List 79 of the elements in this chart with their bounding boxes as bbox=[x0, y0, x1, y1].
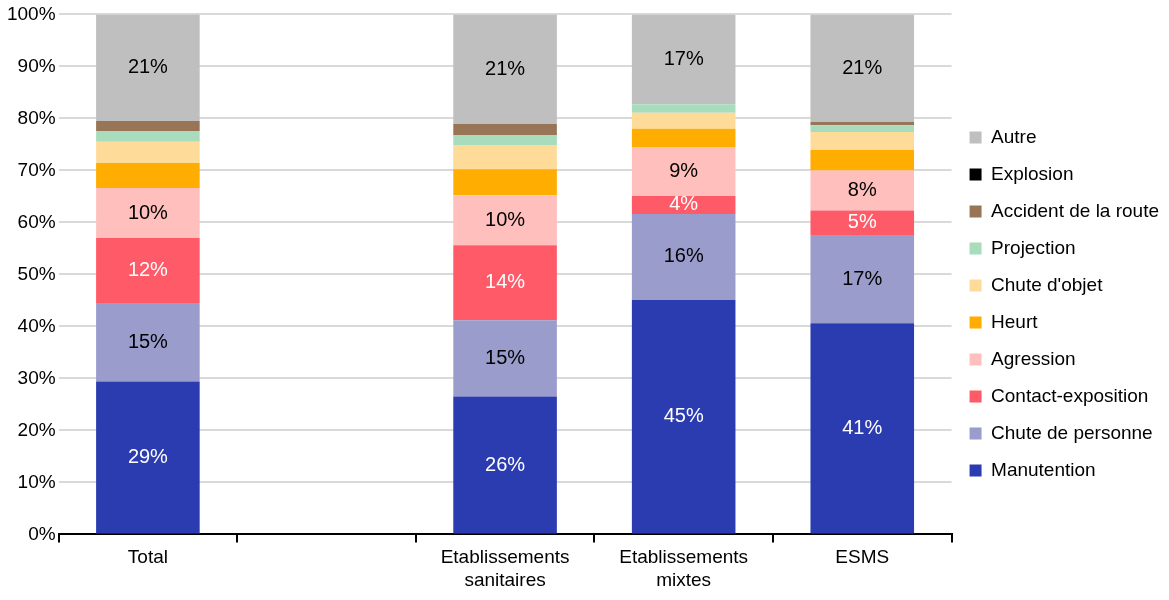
bar bbox=[810, 14, 915, 123]
data-label: 15% bbox=[485, 345, 526, 368]
bar bbox=[810, 323, 915, 534]
legend-label: Projection bbox=[991, 236, 1076, 258]
legend-label: Chute de personne bbox=[991, 421, 1153, 443]
data-label: 12% bbox=[127, 258, 169, 281]
legend-label: Heurt bbox=[991, 310, 1039, 332]
bar bbox=[810, 122, 915, 126]
data-label: 45% bbox=[663, 404, 704, 427]
data-label: 14% bbox=[485, 270, 526, 293]
bar bbox=[96, 238, 200, 303]
bar bbox=[96, 188, 200, 238]
data-label: 5% bbox=[847, 210, 877, 233]
bar bbox=[453, 195, 557, 246]
x-tick-label: Etablissements mixtes bbox=[619, 546, 749, 590]
data-label: 4% bbox=[669, 192, 699, 215]
y-tick-label: 40% bbox=[17, 314, 56, 336]
data-label: 9% bbox=[669, 158, 699, 181]
data-label: 15% bbox=[127, 329, 169, 352]
data-label: 21% bbox=[485, 56, 526, 79]
data-label: 17% bbox=[842, 266, 883, 289]
y-tick-label: 30% bbox=[17, 366, 56, 388]
data-label: 10% bbox=[485, 207, 526, 230]
data-label: 41% bbox=[842, 415, 883, 438]
bar bbox=[96, 381, 200, 534]
data-label: 17% bbox=[663, 46, 704, 69]
bar bbox=[96, 130, 200, 142]
legend-label: Agression bbox=[991, 347, 1076, 369]
bar bbox=[96, 303, 200, 382]
bar bbox=[96, 14, 200, 121]
legend-label: Accident de la route bbox=[991, 199, 1160, 221]
bar bbox=[96, 121, 200, 131]
data-label: 21% bbox=[127, 55, 169, 78]
bar bbox=[631, 299, 736, 534]
legend-label: Chute d'objet bbox=[991, 273, 1104, 295]
y-tick-label: 10% bbox=[17, 470, 56, 492]
bar bbox=[810, 150, 915, 171]
bar bbox=[631, 112, 736, 129]
bar bbox=[810, 234, 915, 324]
legend-label: Autre bbox=[991, 125, 1037, 147]
bar bbox=[631, 14, 736, 105]
data-label: 10% bbox=[127, 200, 169, 223]
x-tick-label: Etablissements sanitaires bbox=[440, 546, 570, 590]
data-label: 8% bbox=[847, 177, 877, 200]
y-tick-label: 50% bbox=[17, 262, 56, 284]
y-tick-label: 60% bbox=[17, 210, 56, 232]
y-tick-label: 20% bbox=[17, 418, 56, 440]
bar bbox=[453, 144, 557, 170]
bar bbox=[631, 214, 736, 300]
bar bbox=[631, 128, 736, 147]
bar bbox=[453, 135, 557, 145]
bar bbox=[96, 163, 200, 189]
bar bbox=[453, 169, 557, 196]
bar bbox=[631, 104, 736, 113]
bar bbox=[453, 124, 557, 136]
legend-label: Explosion bbox=[991, 162, 1074, 184]
x-tick-label: ESMS bbox=[835, 546, 890, 568]
y-tick-label: 0% bbox=[28, 522, 56, 544]
x-tick-label: Total bbox=[127, 546, 168, 568]
bar bbox=[453, 320, 557, 397]
bar bbox=[631, 147, 736, 196]
y-tick-label: 80% bbox=[17, 106, 56, 128]
bar bbox=[453, 245, 557, 321]
bar bbox=[96, 141, 200, 164]
y-tick-label: 90% bbox=[17, 54, 56, 76]
legend-label: Contact-exposition bbox=[991, 384, 1149, 406]
bar bbox=[453, 14, 557, 125]
bar bbox=[810, 210, 915, 235]
data-label: 16% bbox=[663, 244, 704, 267]
bar bbox=[810, 170, 915, 211]
y-tick-label: 70% bbox=[17, 158, 56, 180]
data-label: 29% bbox=[127, 444, 169, 467]
y-tick-label: 100% bbox=[6, 2, 56, 24]
data-label: 26% bbox=[485, 452, 526, 475]
bar bbox=[810, 125, 915, 132]
data-label: 21% bbox=[842, 55, 883, 78]
bar bbox=[453, 396, 557, 534]
bar bbox=[810, 131, 915, 151]
legend-label: Manutention bbox=[991, 458, 1096, 480]
